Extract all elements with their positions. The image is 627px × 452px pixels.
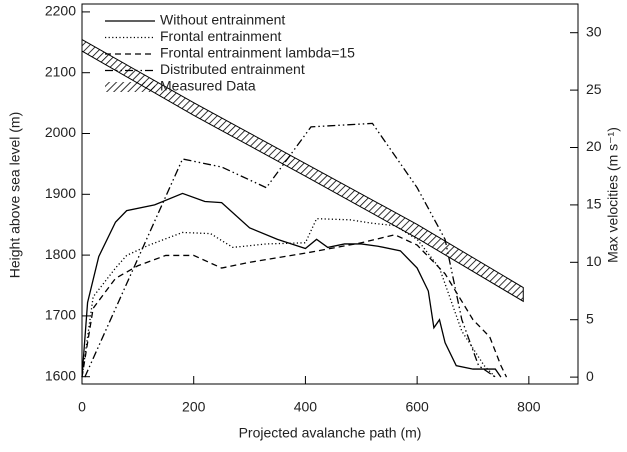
legend-swatch: [105, 82, 155, 92]
y-tick-label: 1600: [45, 367, 76, 383]
y-tick-label: 2200: [45, 3, 76, 19]
y2-tick-label: 30: [586, 23, 602, 39]
series-line: [84, 122, 496, 378]
series-line: [81, 234, 508, 378]
y-tick-label: 2000: [45, 124, 76, 140]
y2-tick-label: 20: [586, 138, 602, 154]
y2-tick-label: 25: [586, 81, 602, 97]
y2-tick-label: 0: [586, 368, 594, 384]
x-axis-title: Projected avalanche path (m): [239, 425, 422, 441]
measured-band: [81, 38, 524, 303]
y2-tick-label: 15: [586, 196, 602, 212]
legend-label: Frontal entrainment: [160, 28, 282, 44]
x-tick-label: 200: [182, 399, 206, 415]
x-tick-label: 800: [517, 399, 541, 415]
y2-tick-label: 10: [586, 253, 602, 269]
y2-tick-label: 5: [586, 310, 594, 326]
y-tick-label: 1700: [45, 307, 76, 323]
x-tick-label: 600: [405, 399, 429, 415]
y-axis-title: Height above sea level (m): [7, 112, 23, 279]
y2-axis-title: Max velocities (m s⁻¹): [605, 127, 621, 263]
legend-label: Frontal entrainment lambda=15: [160, 45, 355, 61]
y-tick-label: 1900: [45, 185, 76, 201]
y-tick-label: 1800: [45, 246, 76, 262]
plot-frame: [81, 3, 579, 385]
series-line: [81, 192, 502, 378]
legend-label: Measured Data: [160, 78, 256, 94]
legend-label: Without entrainment: [160, 12, 285, 28]
x-tick-label: 0: [78, 399, 86, 415]
legend-label: Distributed entrainment: [160, 61, 305, 77]
series-line: [81, 218, 496, 378]
y-tick-label: 2100: [45, 63, 76, 79]
x-tick-label: 400: [294, 399, 318, 415]
